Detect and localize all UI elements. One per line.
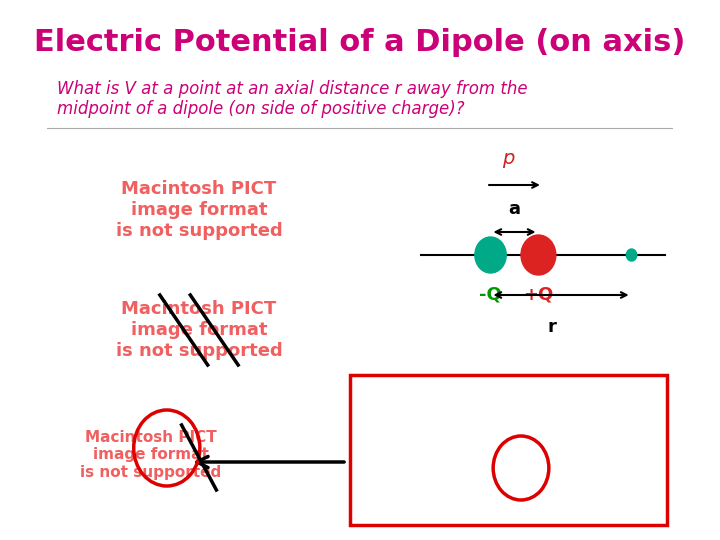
Text: Macintosh PICT
image format
is not supported: Macintosh PICT image format is not suppo… (482, 462, 583, 504)
Text: +Q: +Q (523, 285, 554, 303)
Text: Far away, when r >> a:: Far away, when r >> a: (393, 405, 624, 424)
Text: Macintosh PICT
image format
is not supported: Macintosh PICT image format is not suppo… (116, 180, 282, 240)
Circle shape (521, 235, 556, 275)
Text: Macintosh PICT
image format
is not supported: Macintosh PICT image format is not suppo… (81, 430, 222, 480)
Text: r: r (547, 318, 556, 336)
Bar (349, 375, 667, 525)
Text: Macintosh PICT
image format
is not supported: Macintosh PICT image format is not suppo… (116, 300, 282, 360)
Text: What is V at a point at an axial distance r away from the: What is V at a point at an axial distanc… (57, 80, 528, 98)
Text: p: p (502, 149, 514, 168)
Text: Electric Potential of a Dipole (on axis): Electric Potential of a Dipole (on axis) (35, 28, 685, 57)
Text: -Q: -Q (480, 285, 502, 303)
Text: a: a (508, 200, 520, 218)
Circle shape (475, 237, 506, 273)
Text: midpoint of a dipole (on side of positive charge)?: midpoint of a dipole (on side of positiv… (57, 100, 464, 118)
Text: V: V (378, 464, 394, 486)
Circle shape (626, 249, 636, 261)
